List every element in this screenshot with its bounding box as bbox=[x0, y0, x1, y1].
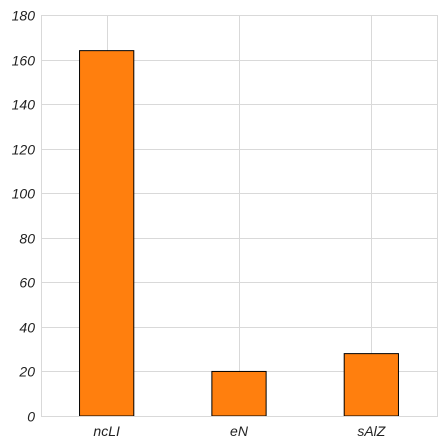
y-tick-label: 80 bbox=[19, 231, 35, 247]
y-tick-label: 100 bbox=[12, 186, 36, 202]
y-tick-label: 140 bbox=[12, 97, 36, 113]
bar-eN bbox=[211, 370, 267, 417]
bar-sAlZ bbox=[343, 353, 399, 417]
bar-ncLI bbox=[79, 50, 135, 417]
y-axis-ticks: 0 20 40 60 80 100 120 140 160 180 bbox=[12, 8, 36, 425]
y-tick-label: 60 bbox=[19, 275, 35, 291]
x-tick-label: ncLI bbox=[93, 423, 120, 439]
y-tick-label: 0 bbox=[27, 409, 35, 425]
x-axis-ticks: ncLI eN sAlZ bbox=[93, 423, 385, 439]
y-tick-label: 20 bbox=[18, 364, 35, 380]
bars bbox=[79, 50, 399, 417]
y-tick-label: 180 bbox=[12, 8, 36, 24]
x-tick-label: eN bbox=[230, 423, 249, 439]
plot-frame bbox=[41, 15, 438, 417]
y-tick-label: 40 bbox=[19, 320, 35, 336]
x-tick-label: sAlZ bbox=[357, 423, 385, 439]
y-tick-label: 160 bbox=[12, 53, 36, 69]
y-tick-label: 120 bbox=[12, 142, 36, 158]
